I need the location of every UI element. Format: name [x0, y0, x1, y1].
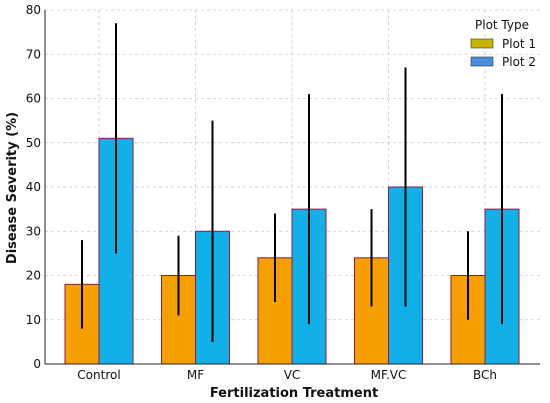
y-tick-label: 60 — [26, 92, 41, 106]
legend: Plot Type Plot 1 Plot 2 — [470, 18, 536, 69]
y-tick-label: 30 — [26, 224, 41, 238]
legend-swatch-plot-1 — [470, 38, 494, 49]
legend-label-plot-2: Plot 2 — [502, 55, 536, 69]
y-tick-label: 50 — [26, 136, 41, 150]
y-axis-title: Disease Severity (%) — [5, 112, 20, 264]
y-tick-label: 80 — [26, 3, 41, 17]
x-tick-labels: Control MF VC MF.VC BCh — [77, 368, 497, 382]
x-tick-label-mf-vc: MF.VC — [371, 368, 407, 382]
x-tick-label-bch: BCh — [473, 368, 497, 382]
y-tick-label: 40 — [26, 180, 41, 194]
legend-label-plot-1: Plot 1 — [502, 37, 536, 51]
y-tick-labels: 0 10 20 30 40 50 60 70 80 — [26, 3, 41, 371]
y-tick-label: 20 — [26, 269, 41, 283]
y-tick-label: 10 — [26, 313, 41, 327]
x-tick-label-mf: MF — [187, 368, 204, 382]
error-bars — [81, 23, 503, 342]
legend-title: Plot Type — [475, 18, 529, 32]
x-tick-label-control: Control — [77, 368, 120, 382]
x-axis-title: Fertilization Treatment — [210, 386, 378, 401]
legend-swatch-plot-2 — [470, 56, 494, 67]
x-tick-label-vc: VC — [284, 368, 301, 382]
axes — [44, 10, 540, 365]
y-tick-label: 70 — [26, 47, 41, 61]
y-tick-label: 0 — [33, 357, 41, 371]
